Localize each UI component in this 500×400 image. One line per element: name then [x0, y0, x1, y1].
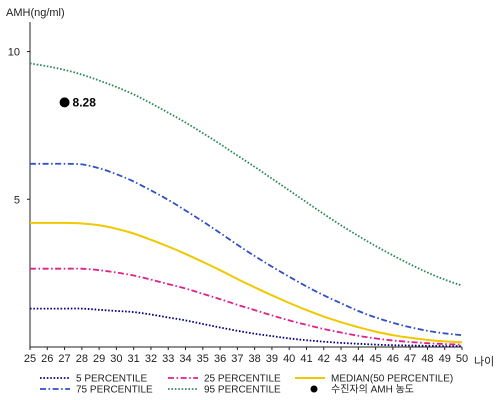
x-tick-label: 35	[197, 353, 209, 365]
legend-label-5: 95 PERCENTILE	[204, 385, 281, 396]
legend-label-3: MEDIAN(50 PERCENTILE)	[331, 374, 453, 385]
y-axis-label: AMH(ng/ml)	[6, 7, 65, 19]
x-tick-label: 29	[93, 353, 105, 365]
x-tick-label: 46	[387, 353, 399, 365]
x-tick-label: 26	[41, 353, 53, 365]
x-tick-label: 50	[456, 353, 468, 365]
series-line-2	[29, 267, 463, 346]
series-line-5	[29, 62, 463, 287]
series-line-3	[30, 221, 463, 344]
x-tick-label: 36	[214, 353, 226, 365]
x-tick-label: 30	[110, 353, 122, 365]
legend-point-swatch	[310, 385, 318, 393]
x-tick-label: 37	[231, 353, 243, 365]
patient-amh-value-label: 8.28	[73, 95, 97, 109]
legend-label-4: 75 PERCENTILE	[76, 385, 153, 396]
x-tick-label: 28	[76, 353, 88, 365]
x-tick-label: 43	[335, 353, 347, 365]
legend-label-1: 5 PERCENTILE	[76, 374, 147, 385]
x-tick-label: 48	[421, 353, 433, 365]
series-line-1	[30, 307, 463, 348]
x-tick-label: 38	[249, 353, 261, 365]
x-tick-label: 40	[283, 353, 295, 365]
x-tick-label: 32	[145, 353, 157, 365]
chart-axes: 25 26 27 28 29 30 31 32 33 34 35 36 37 38 39 40 41 42 43 44…	[8, 22, 468, 365]
patient-amh-point	[59, 97, 70, 108]
x-tick-label: 39	[266, 353, 278, 365]
x-tick-label: 27	[58, 353, 70, 365]
x-tick-label: 45	[369, 353, 381, 365]
x-tick-label: 34	[179, 353, 191, 365]
x-axis-label: 나이	[474, 355, 494, 368]
x-tick-label: 44	[352, 353, 364, 365]
legend: 5 PERCENTILE 25 PERCENTILE MEDIAN(50 PERCE…	[40, 374, 453, 396]
series-layer	[29, 62, 463, 348]
x-tick-label: 49	[439, 353, 451, 365]
x-tick-label: 31	[128, 353, 140, 365]
x-tick-label: 33	[162, 353, 174, 365]
x-tick-label: 25	[24, 353, 36, 365]
x-tick-label: 42	[318, 353, 330, 365]
legend-point-label: 수진자의 AMH 농도	[331, 384, 414, 396]
x-tick-label: 41	[300, 353, 312, 365]
legend-label-2: 25 PERCENTILE	[204, 374, 281, 385]
y-tick-label: 5	[14, 194, 20, 206]
x-tick-label: 47	[404, 353, 416, 365]
y-tick-label: 10	[8, 47, 20, 59]
patient-point-layer: 8.28	[59, 95, 97, 109]
